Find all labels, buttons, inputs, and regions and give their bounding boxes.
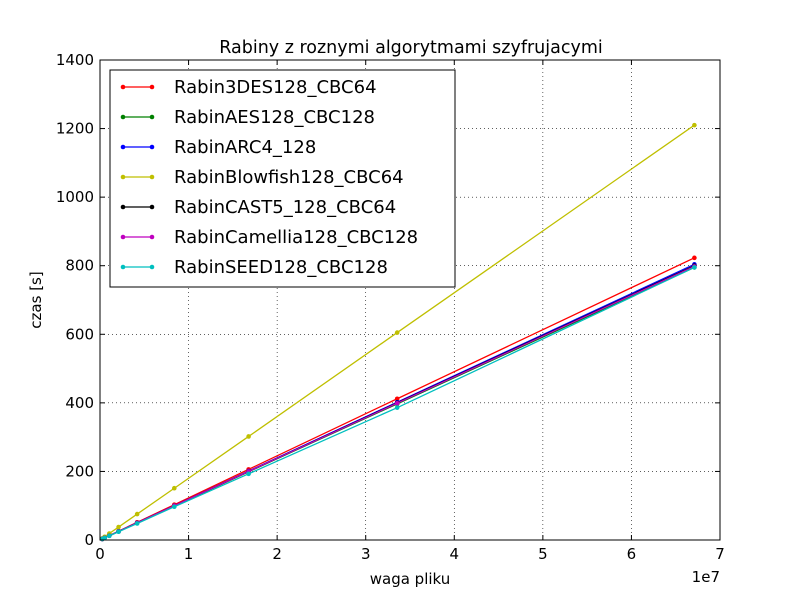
legend-box — [109, 69, 456, 288]
y-tick-label: 200 — [65, 462, 94, 480]
legend-label: RabinCamellia128_CBC128 — [174, 227, 418, 248]
x-offset-label: 1e7 — [692, 568, 720, 586]
data-point — [171, 504, 177, 510]
legend-entry: RabinAES128_CBC128 — [120, 107, 375, 128]
legend-entry: RabinARC4_128 — [120, 137, 316, 158]
legend-marker — [120, 234, 126, 240]
axes: 0 1 2 3 4 5 6 7 0 200 400 600 800 1000 1200 1400 — [56, 51, 725, 563]
legend-label: RabinCAST5_128_CBC64 — [174, 197, 396, 218]
x-axis-label: waga pliku — [370, 570, 451, 588]
legend-marker — [149, 84, 155, 90]
legend-marker — [149, 144, 155, 150]
data-point — [106, 533, 112, 539]
x-tick-label: 3 — [361, 545, 371, 563]
x-tick-label: 7 — [715, 545, 725, 563]
legend-entry: RabinBlowfish128_CBC64 — [120, 167, 404, 188]
y-tick-label: 0 — [84, 531, 94, 549]
x-tick-label: 5 — [538, 545, 548, 563]
legend-entry: Rabin3DES128_CBC64 — [120, 77, 377, 98]
legend-entry: RabinCamellia128_CBC128 — [120, 227, 418, 248]
y-tick-label: 400 — [65, 394, 94, 412]
legend-marker — [120, 144, 126, 150]
chart-title: Rabiny z roznymi algorytmami szyfrujacym… — [219, 38, 603, 58]
data-point — [116, 529, 121, 535]
data-point — [692, 265, 697, 270]
y-tick-label: 1200 — [56, 120, 94, 138]
data-point — [394, 400, 400, 406]
plot-frame — [99, 59, 721, 541]
data-point — [394, 405, 400, 410]
legend-marker — [120, 264, 126, 270]
legend-label: RabinSEED128_CBC128 — [174, 257, 388, 278]
series-6 — [100, 265, 697, 542]
legend-marker — [149, 234, 155, 240]
x-tick-label: 2 — [272, 545, 282, 563]
legend-marker — [149, 174, 155, 180]
x-tick-label: 1 — [184, 545, 194, 563]
y-axis-label: czas [s] — [27, 271, 45, 328]
data-point — [116, 524, 121, 530]
legend-label: Rabin3DES128_CBC64 — [174, 77, 377, 98]
legend-marker — [120, 204, 126, 210]
legend-entry: RabinSEED128_CBC128 — [120, 257, 388, 278]
legend-marker — [149, 114, 155, 120]
data-point — [394, 396, 400, 402]
data-point — [134, 521, 140, 526]
legend-marker — [149, 264, 155, 270]
data-point — [171, 485, 177, 491]
data-point — [692, 122, 697, 128]
x-tick-label: 6 — [627, 545, 637, 563]
legend: Rabin3DES128_CBC64 RabinAES128_CBC128 Rabi… — [109, 69, 456, 288]
legend-marker — [120, 174, 126, 180]
x-tick-label: 4 — [450, 545, 460, 563]
y-tick-label: 600 — [65, 325, 94, 343]
legend-entry: RabinCAST5_128_CBC64 — [120, 197, 396, 218]
data-point — [246, 471, 251, 477]
legend-label: RabinBlowfish128_CBC64 — [174, 167, 404, 188]
x-tick-label: 0 — [95, 545, 105, 563]
y-tick-label: 800 — [65, 257, 94, 275]
data-point — [102, 535, 107, 541]
legend-label: RabinARC4_128 — [174, 137, 316, 158]
legend-marker — [120, 84, 126, 90]
legend-marker — [149, 204, 155, 210]
legend-label: RabinAES128_CBC128 — [174, 107, 375, 128]
legend-marker — [120, 114, 126, 120]
data-point — [692, 255, 697, 261]
plot-area — [100, 122, 697, 542]
data-point — [134, 511, 140, 517]
y-tick-label: 1000 — [56, 188, 94, 206]
data-point — [394, 330, 400, 335]
data-point — [246, 434, 251, 439]
y-tick-label: 1400 — [56, 51, 94, 69]
